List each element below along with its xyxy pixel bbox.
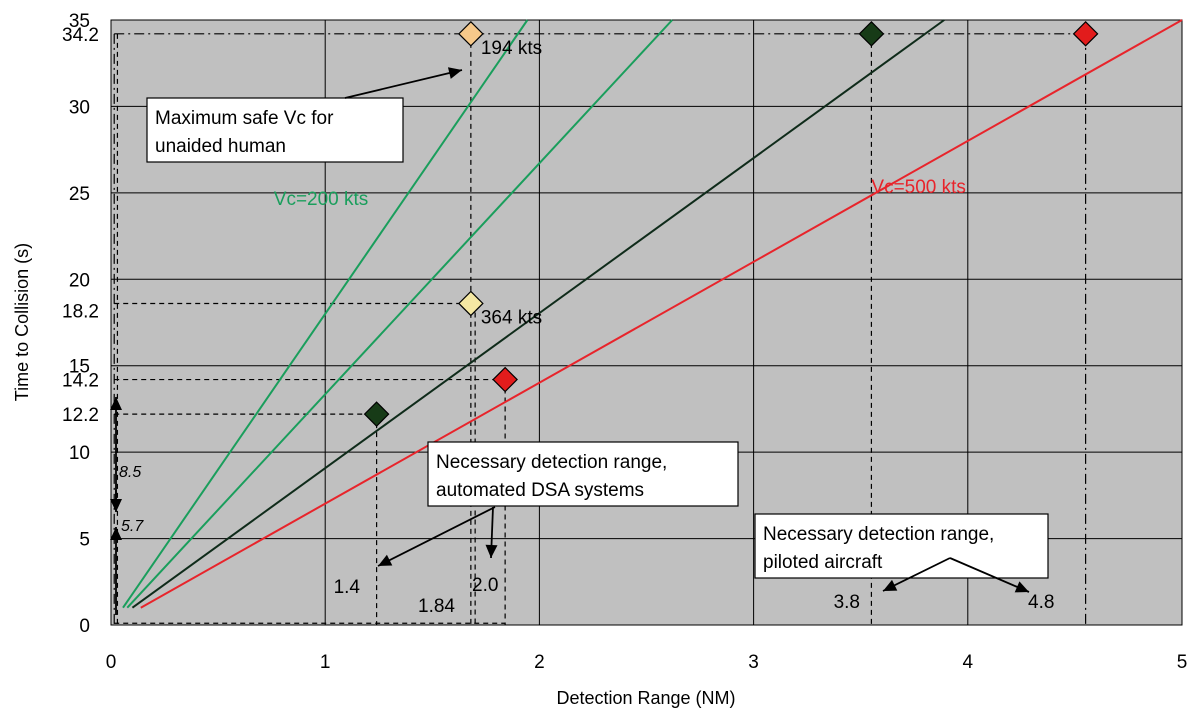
annotation-arrow-head <box>1014 581 1029 593</box>
data-point-marker <box>492 366 518 393</box>
annotation-text: piloted aircraft <box>763 552 883 573</box>
data-point-label: 364 kts <box>481 307 542 328</box>
series-label-500: Vc=500 kts <box>871 177 966 198</box>
series-label-200: Vc=200 kts <box>274 189 369 210</box>
annotation-arrow-head <box>883 579 898 591</box>
x-tick-label: 4 <box>963 652 974 673</box>
y-tick-label: 10 <box>69 443 90 464</box>
data-point-marker <box>1072 20 1099 47</box>
annotation-arrow-head <box>110 397 122 410</box>
x-axis-title: Detection Range (NM) <box>556 688 735 708</box>
y-tick-label-extra: 14.2 <box>62 371 99 392</box>
annotation-box-dsa <box>427 441 739 507</box>
annotations: Vc=200 kts Vc=500 kts Maximum safe Vc for u… <box>110 67 1054 617</box>
y-tick-label: 35 <box>69 11 90 32</box>
series-line <box>126 19 673 609</box>
y-tick-label-extra: 34.2 <box>62 25 99 46</box>
annotation-arrow-head <box>378 554 393 566</box>
annotation-arrow-head <box>485 544 498 558</box>
distance-label: 4.8 <box>1028 592 1054 613</box>
x-tick-label: 2 <box>534 652 545 673</box>
axis-ticks: 0 1 2 3 4 5 0 5 10 15 20 25 30 35 12.2 14.2 18.2 34.2 <box>62 11 1187 673</box>
distance-label: 3.8 <box>834 592 860 613</box>
distance-label: 2.0 <box>472 575 498 596</box>
distance-label: 1.84 <box>418 596 455 617</box>
x-tick-label: 0 <box>106 652 117 673</box>
x-tick-label: 3 <box>748 652 759 673</box>
series-line <box>140 19 1183 609</box>
annotation-arrow-shaft <box>949 557 1030 593</box>
series-line <box>122 19 529 609</box>
data-point-marker <box>458 290 484 317</box>
series-line <box>131 19 945 609</box>
annotation-box-max-safe <box>146 97 404 163</box>
reference-lines <box>113 33 1087 625</box>
y-tick-label: 20 <box>69 270 90 291</box>
y-tick-label-extra: 12.2 <box>62 405 99 426</box>
annotation-text: automated DSA systems <box>436 480 644 501</box>
time-label: 5.7 <box>121 518 144 535</box>
y-tick-label: 25 <box>69 184 90 205</box>
annotation-text: Maximum safe Vc for <box>155 108 334 129</box>
y-tick-label: 5 <box>79 530 90 551</box>
annotation-text: Necessary detection range, <box>763 524 994 545</box>
annotation-box-piloted <box>754 513 1049 579</box>
y-tick-label: 0 <box>79 616 90 637</box>
annotation-arrow-head <box>110 499 122 512</box>
y-tick-label: 30 <box>69 97 90 118</box>
annotation-arrow-shaft <box>377 506 496 567</box>
annotation-text: unaided human <box>155 136 286 157</box>
series-lines <box>122 19 1183 609</box>
annotation-text: Necessary detection range, <box>436 452 667 473</box>
y-tick-label-extra: 18.2 <box>62 301 99 322</box>
annotation-arrow-head <box>110 527 122 540</box>
data-point-marker <box>363 401 390 427</box>
point-markers: 194 kts 364 kts <box>363 20 1099 427</box>
time-label: 8.5 <box>119 464 141 481</box>
distance-label: 1.4 <box>334 577 361 598</box>
data-point-label: 194 kts <box>481 38 542 59</box>
y-axis-title: Time to Collision (s) <box>12 243 32 401</box>
annotation-arrow-head <box>447 67 462 79</box>
x-tick-label: 5 <box>1177 652 1187 673</box>
data-point-marker <box>858 20 885 47</box>
data-point-marker <box>458 20 484 47</box>
annotation-arrow-shaft <box>344 69 463 99</box>
y-tick-label: 15 <box>69 357 90 378</box>
x-tick-label: 1 <box>320 652 331 673</box>
